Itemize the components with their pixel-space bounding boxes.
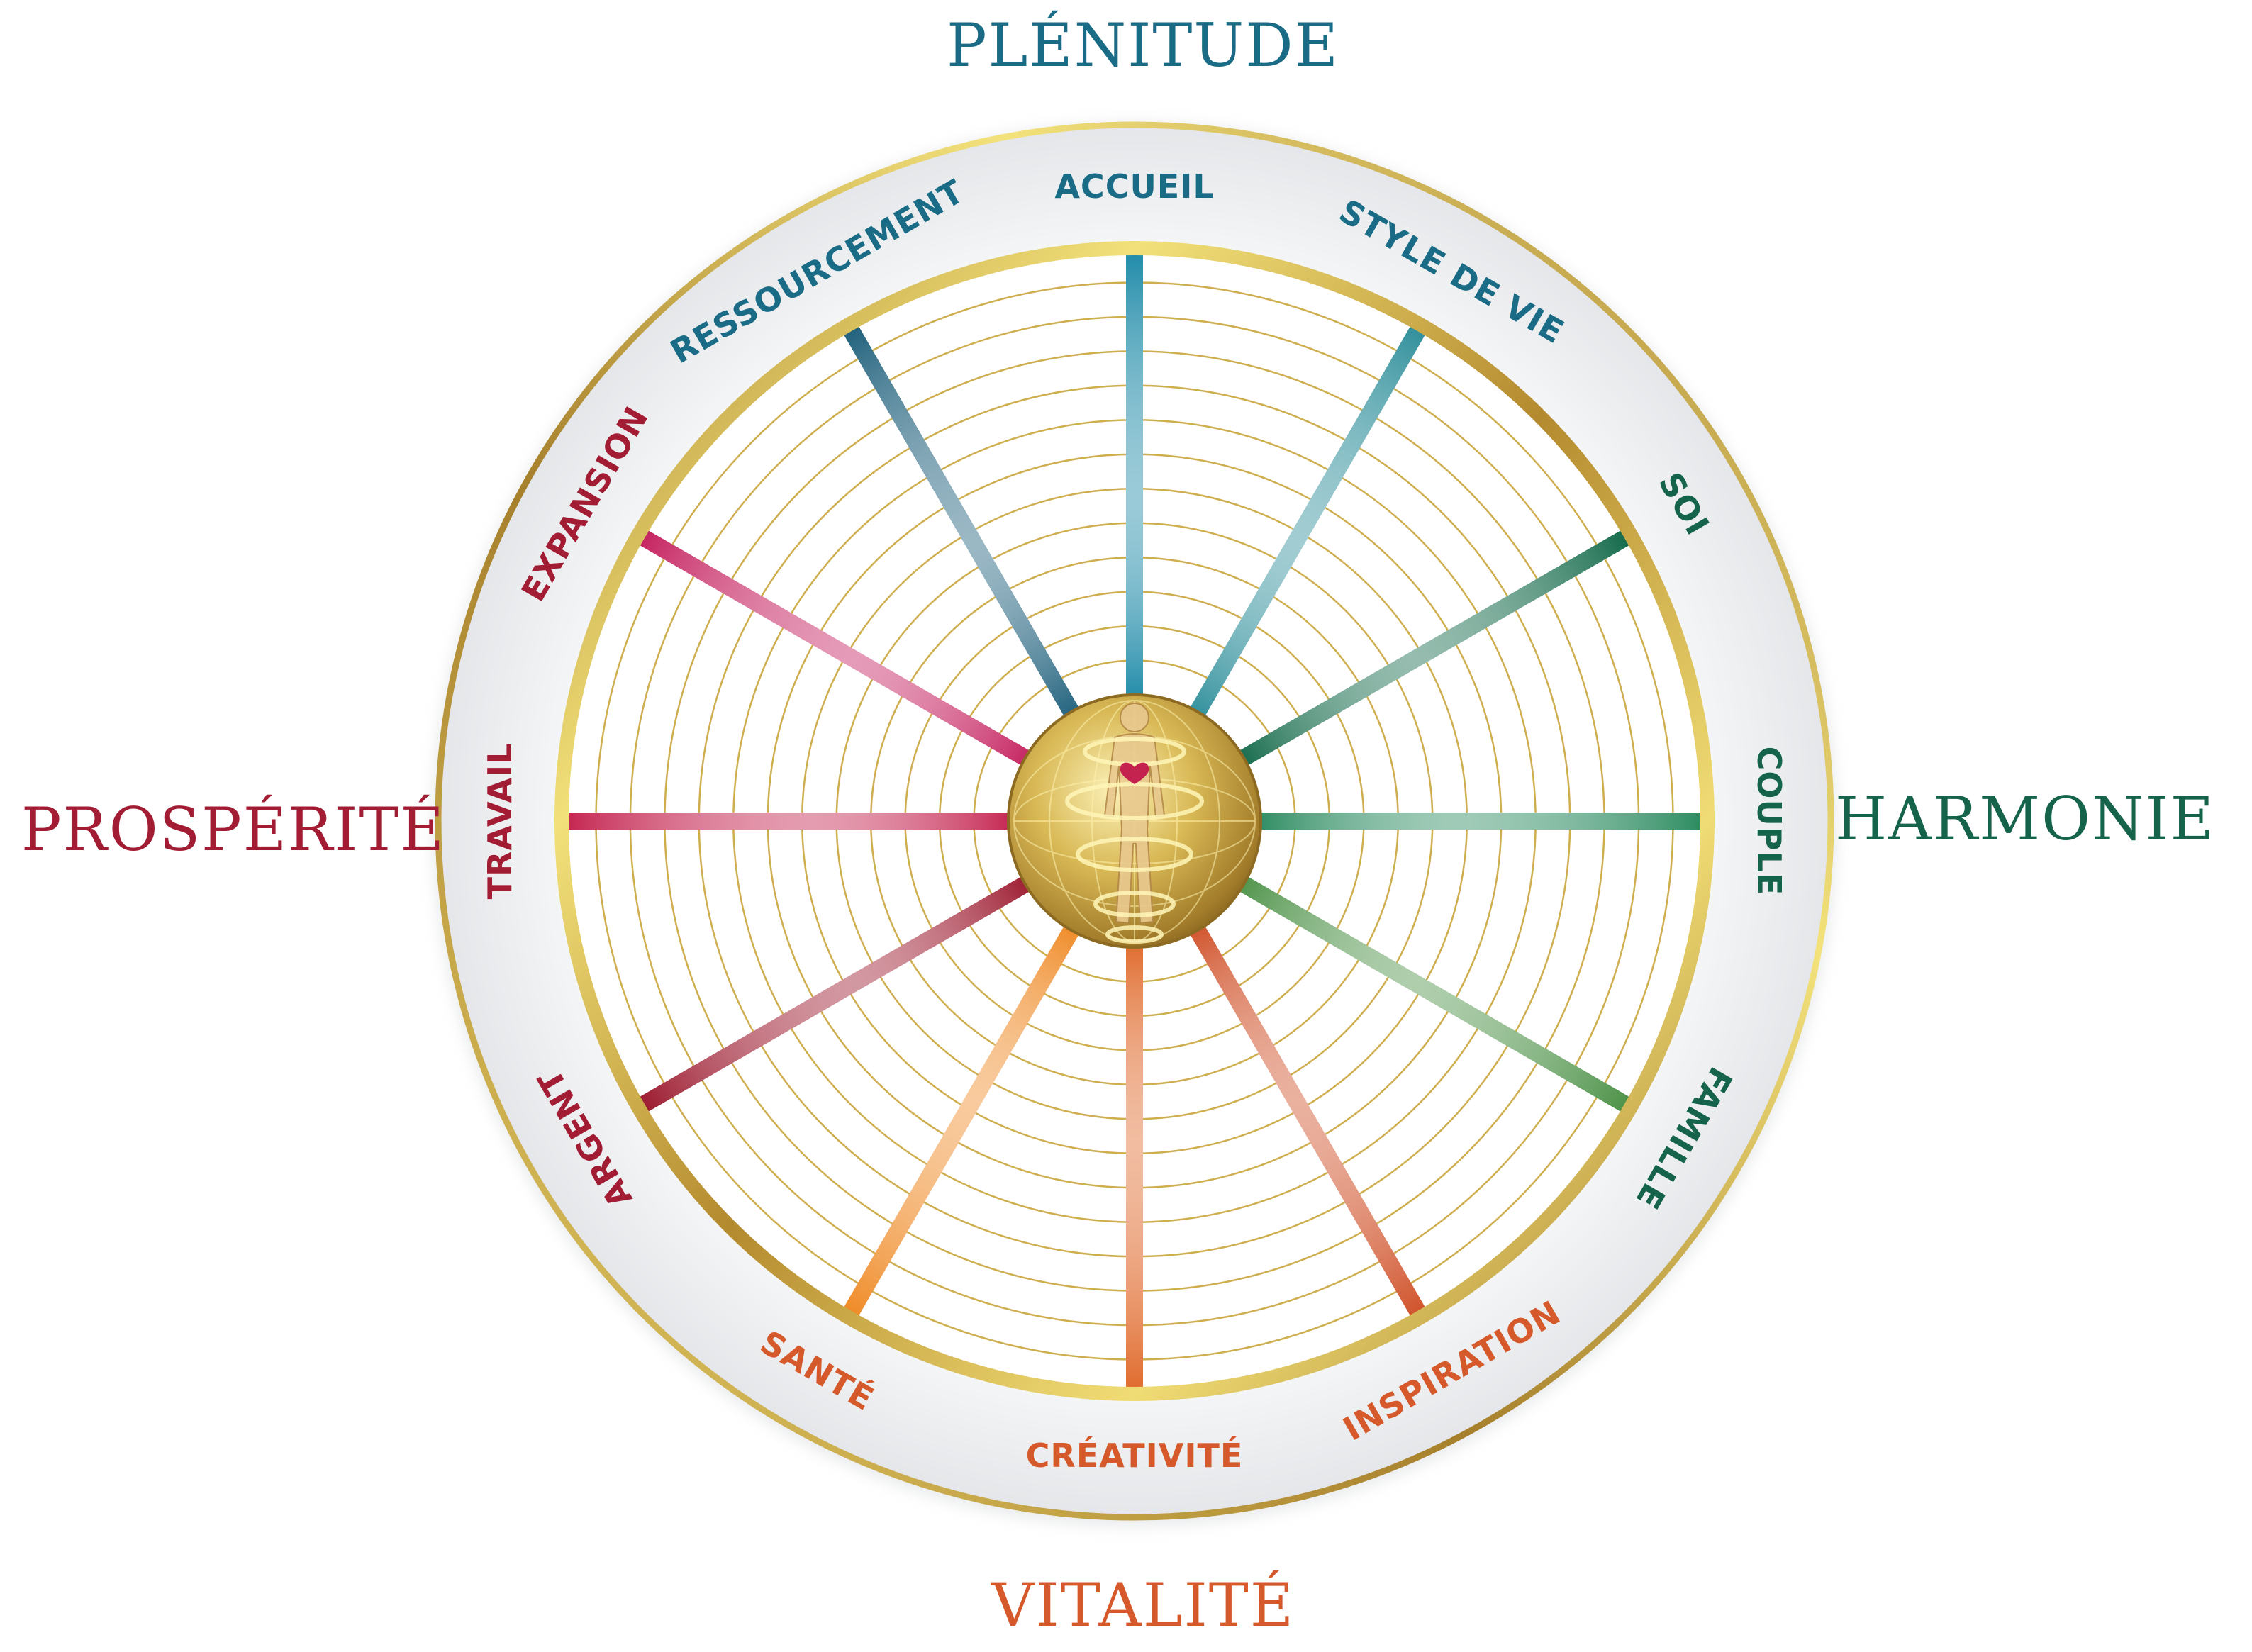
spoke-highlight <box>1233 873 1633 1114</box>
quadrant-label-bottom: VITALITÉ <box>991 1570 1295 1640</box>
spokes <box>564 251 1705 1391</box>
segment-label-créativité: CRÉATIVITÉ <box>1026 1436 1244 1475</box>
spoke-highlight <box>1233 528 1633 769</box>
segment-label-travail: TRAVAIL <box>481 743 519 900</box>
quadrant-label-left: PROSPÉRITÉ <box>21 795 445 864</box>
energy-spiral <box>1065 737 1204 944</box>
inner-gold-rim <box>554 241 1715 1401</box>
spoke-highlight <box>636 528 1036 769</box>
spoke-highlight <box>842 920 1083 1319</box>
hub-globe <box>1007 693 1262 949</box>
spoke-highlight <box>842 323 1083 722</box>
human-figure-icon <box>1103 703 1166 925</box>
segment-label-couple: COUPLE <box>1750 747 1788 896</box>
segment-label-accueil: ACCUEIL <box>1054 167 1214 206</box>
heart-icon <box>1120 762 1149 784</box>
spoke-highlight <box>1186 323 1427 722</box>
quadrant-label-right: HARMONIE <box>1834 784 2215 854</box>
spoke-highlight <box>636 873 1036 1114</box>
spoke-highlight <box>1186 920 1427 1319</box>
outer-gold-rim <box>435 121 1834 1521</box>
quadrant-label-top: PLÉNITUDE <box>947 11 1339 80</box>
